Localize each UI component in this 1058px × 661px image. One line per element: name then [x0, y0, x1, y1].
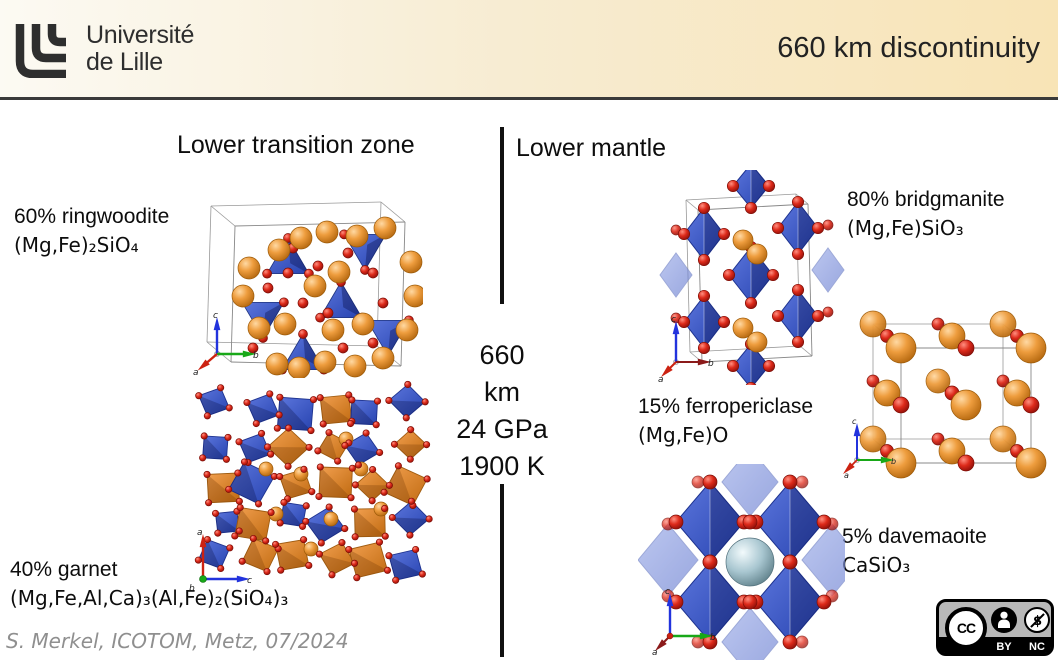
attribution-line: S. Merkel, ICOTOM, Metz, 07/2024	[6, 629, 349, 653]
svg-text:b: b	[189, 584, 195, 594]
cc-by-nc-license-badge[interactable]: CC $ BY NC	[936, 599, 1054, 656]
boundary-temperature: 1900 K	[459, 451, 545, 481]
cc-icon: CC	[945, 606, 987, 649]
svg-text:c: c	[671, 315, 676, 325]
davemaoite-label: 5% davemaoite CaSiO₃	[842, 523, 987, 579]
svg-text:b: b	[708, 359, 714, 369]
svg-text:c: c	[852, 417, 857, 426]
ferropericlase-name: 15% ferropericlase	[638, 395, 814, 418]
boundary-depth-value: 660	[479, 340, 525, 370]
bridgmanite-name: 80% bridgmanite	[847, 188, 1005, 211]
logo-line-1: Université	[86, 20, 195, 49]
svg-text:b: b	[710, 633, 716, 643]
garnet-label: 40% garnet (Mg,Fe,Al,Ca)₃(Al,Fe)₂(SiO₄)₃	[10, 556, 288, 612]
davemaoite-name: 5% davemaoite	[842, 525, 987, 548]
svg-text:b: b	[253, 351, 259, 361]
crystal-structure-garnet: a c b	[189, 380, 433, 594]
ferropericlase-label: 15% ferropericlase (Mg,Fe)O	[638, 393, 813, 449]
column-header-lower-transition-zone: Lower transition zone	[177, 131, 415, 159]
svg-text:c: c	[247, 576, 252, 586]
attribution-person-icon	[991, 607, 1017, 633]
universite-lille-logo-mark	[15, 23, 66, 78]
crystal-structure-bridgmanite: c b a	[658, 170, 845, 385]
svg-text:c: c	[665, 587, 670, 597]
non-commercial-dollar-icon: $	[1024, 607, 1050, 633]
crystal-structure-davemaoite: c b a	[638, 464, 845, 660]
bridgmanite-formula: (Mg,Fe)SiO₃	[847, 216, 964, 240]
cc-letters: CC	[956, 619, 976, 636]
davemaoite-formula: CaSiO₃	[842, 553, 911, 577]
boundary-depth-unit: km	[484, 377, 520, 407]
bridgmanite-label: 80% bridgmanite (Mg,Fe)SiO₃	[847, 186, 1005, 242]
by-label: BY	[996, 641, 1012, 653]
svg-text:c: c	[213, 311, 218, 321]
logo-line-2: de Lille	[86, 47, 163, 76]
universite-lille-logo: Université de Lille	[14, 20, 194, 78]
slide-header: Université de Lille 660 km discontinuity	[0, 0, 1058, 100]
svg-text:a: a	[844, 471, 849, 480]
boundary-pressure: 24 GPa	[456, 414, 548, 444]
boundary-divider-upper	[500, 127, 504, 304]
svg-text:a: a	[193, 368, 199, 378]
ferropericlase-formula: (Mg,Fe)O	[638, 423, 729, 447]
slide-title: 660 km discontinuity	[777, 32, 1040, 64]
universite-lille-logo-text: Université de Lille	[86, 20, 195, 76]
svg-text:b: b	[891, 457, 896, 466]
garnet-formula: (Mg,Fe,Al,Ca)₃(Al,Fe)₂(SiO₄)₃	[10, 586, 289, 610]
ringwoodite-label: 60% ringwoodite (Mg,Fe)₂SiO₄	[14, 203, 169, 259]
ringwoodite-formula: (Mg,Fe)₂SiO₄	[14, 233, 139, 257]
nc-label: NC	[1029, 641, 1045, 653]
column-header-lower-mantle: Lower mantle	[516, 134, 667, 162]
svg-text:a: a	[658, 375, 664, 385]
boundary-divider-lower	[500, 484, 504, 657]
boundary-conditions: 660 km 24 GPa 1900 K	[456, 337, 548, 485]
svg-text:a: a	[197, 528, 203, 538]
crystal-structure-ringwoodite: c b a	[193, 201, 423, 378]
svg-text:a: a	[652, 648, 658, 658]
crystal-structure-ferropericlase: c b a	[843, 310, 1047, 480]
garnet-name: 40% garnet	[10, 558, 118, 581]
ringwoodite-name: 60% ringwoodite	[14, 205, 170, 228]
